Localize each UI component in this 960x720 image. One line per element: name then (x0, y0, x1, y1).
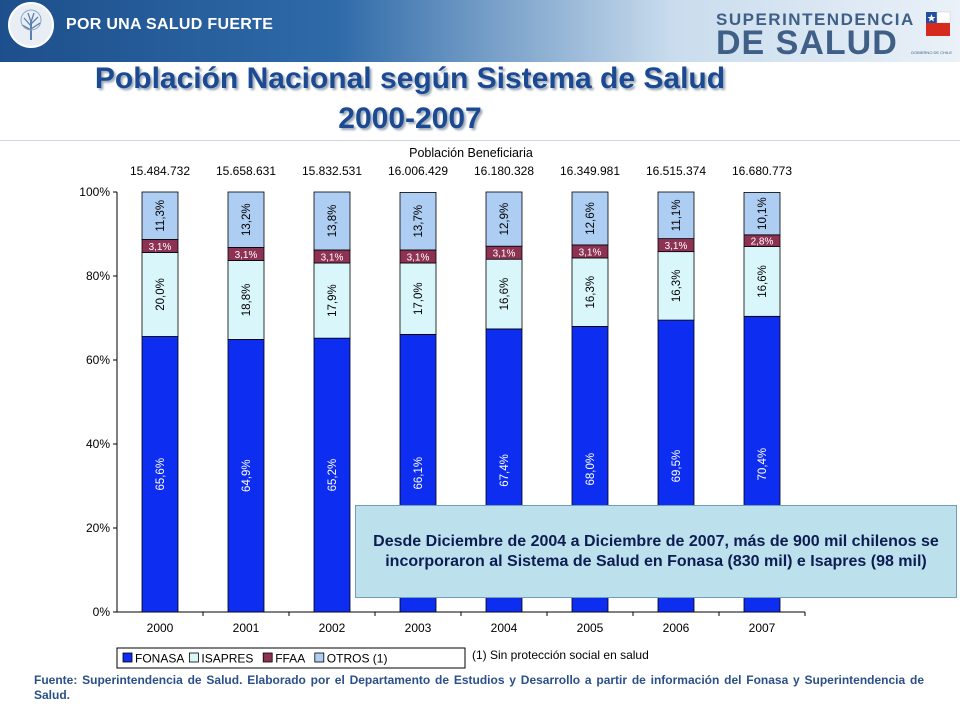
divider (0, 140, 960, 141)
logo-line1: SUPERINTENDENCIA (716, 10, 915, 29)
total-label: 15.484.732 (130, 164, 190, 178)
footnote: (1) Sin protección social en salud (472, 648, 649, 662)
data-label: 13,8% (327, 205, 339, 238)
data-label: 18,8% (241, 284, 253, 317)
bar-otros (227, 191, 265, 248)
y-tick-label: 100% (79, 185, 110, 199)
data-label: 20,0% (155, 278, 167, 311)
data-label: 67,4% (499, 454, 511, 487)
x-tick-label: 2005 (577, 621, 604, 635)
chile-government-icon (926, 11, 951, 36)
bar-fonasa (141, 336, 179, 613)
left-logo: POR UNA SALUD FUERTE (8, 2, 273, 48)
bar-otros (485, 191, 523, 247)
bar-otros (399, 192, 437, 251)
bar-isapres (313, 262, 351, 339)
data-label: 16,6% (757, 265, 769, 298)
data-label: 11,1% (671, 199, 683, 231)
data-label: 65,2% (327, 459, 339, 492)
data-label: 17,9% (327, 284, 339, 317)
header-band (0, 0, 960, 62)
bar-isapres (399, 262, 437, 335)
data-label: 16,3% (671, 270, 683, 303)
y-tick-label: 80% (86, 269, 110, 283)
tree-logo-icon (8, 2, 54, 48)
highlight-note: Desde Diciembre de 2004 a Diciembre de 2… (355, 505, 957, 598)
y-tick-label: 60% (86, 353, 110, 367)
x-tick-label: 2002 (319, 621, 346, 635)
data-label: 64,9% (241, 459, 253, 492)
legend-entry: OTROS (1) (327, 652, 388, 666)
x-tick-label: 2006 (663, 621, 690, 635)
y-tick-label: 0% (93, 605, 111, 619)
total-label: 15.832.531 (302, 164, 362, 178)
legend-swatch (314, 652, 325, 663)
data-label: 3,1% (235, 250, 258, 261)
bar-otros (743, 192, 781, 236)
data-label: 3,1% (149, 242, 172, 253)
chart-title: Población Beneficiaria (409, 146, 533, 160)
bar-fonasa (313, 337, 351, 613)
total-label: 16.180.328 (474, 164, 534, 178)
data-label: 3,1% (407, 252, 430, 263)
y-tick-label: 40% (86, 437, 110, 451)
y-tick-label: 20% (86, 521, 110, 535)
data-label: 2,8% (751, 237, 774, 248)
page-subtitle-years: 2000-2007 (338, 102, 482, 135)
data-label: 13,7% (413, 205, 425, 238)
data-label: 16,6% (499, 278, 511, 311)
data-label: 11,3% (155, 200, 167, 232)
x-tick-label: 2004 (491, 621, 518, 635)
logo-caption: GOBIERNO DE CHILE (910, 50, 952, 55)
legend-entry: FFAA (275, 652, 305, 666)
x-tick-label: 2001 (233, 621, 260, 635)
page-title: Población Nacional según Sistema de Salu… (94, 62, 726, 95)
bar-otros (571, 191, 609, 246)
legend-swatch (262, 652, 273, 663)
data-label: 3,1% (579, 247, 602, 258)
data-label: 3,1% (665, 241, 688, 252)
data-label: 10,1% (757, 197, 769, 230)
bar-otros (657, 191, 695, 240)
bar-otros (313, 191, 351, 251)
data-label: 12,6% (585, 202, 597, 235)
data-label: 3,1% (493, 249, 516, 260)
data-label: 70,4% (757, 448, 769, 481)
data-label: 17,0% (413, 282, 425, 315)
data-label: 68,0% (585, 453, 597, 486)
bar-isapres (227, 260, 265, 340)
source-note: Fuente: Superintendencia de Salud. Elabo… (34, 673, 924, 702)
data-label: 3,1% (321, 252, 344, 263)
data-label: 13,2% (241, 203, 253, 236)
bar-fonasa (227, 339, 265, 613)
data-label: 66,1% (413, 457, 425, 490)
x-tick-label: 2003 (405, 621, 432, 635)
left-logo-text: POR UNA SALUD FUERTE (66, 16, 274, 33)
legend-swatch (122, 652, 133, 663)
total-label: 15.658.631 (216, 164, 276, 178)
bar-isapres (657, 251, 695, 321)
legend-entry: FONASA (135, 652, 184, 666)
logo-line2: DE SALUD (716, 24, 898, 62)
data-label: 65,6% (155, 458, 167, 491)
data-label: 12,9% (499, 203, 511, 236)
legend-swatch (188, 652, 199, 663)
total-label: 16.349.981 (560, 164, 620, 178)
data-label: 16,3% (585, 276, 597, 309)
x-tick-label: 2000 (147, 621, 174, 635)
total-label: 16.515.374 (646, 164, 706, 178)
superintendencia-logo: SUPERINTENDENCIA DE SALUD GOBIERNO DE CH… (716, 6, 952, 62)
bar-otros (141, 191, 179, 240)
legend-box (116, 647, 466, 669)
data-label: 69,5% (671, 450, 683, 483)
total-label: 16.006.429 (388, 164, 448, 178)
x-tick-label: 2007 (749, 621, 776, 635)
total-label: 16.680.773 (732, 164, 792, 178)
legend-entry: ISAPRES (201, 652, 253, 666)
